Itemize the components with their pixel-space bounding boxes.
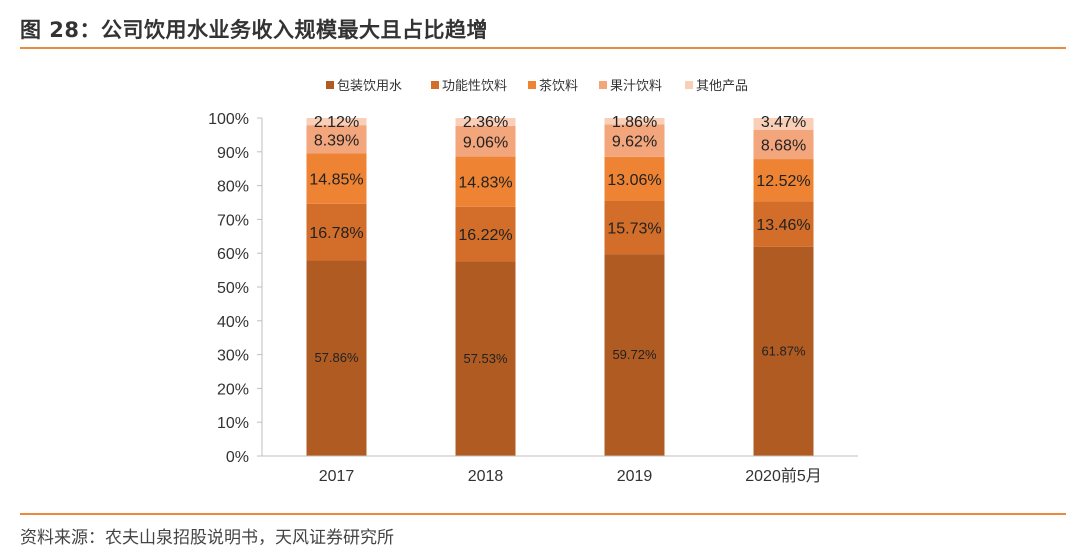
y-tick-label: 100%: [208, 111, 249, 128]
data-label: 2.36%: [463, 114, 508, 131]
data-label: 57.86%: [314, 350, 359, 365]
bar-segment: [753, 201, 814, 247]
data-label: 3.47%: [761, 114, 806, 131]
bar-segment: [306, 260, 367, 456]
bar-segment: [604, 156, 665, 201]
x-tick-label: 2019: [617, 468, 653, 485]
data-label: 8.68%: [761, 137, 806, 154]
y-tick-label: 90%: [217, 145, 249, 162]
legend-swatch: [431, 81, 439, 89]
data-label: 9.06%: [463, 134, 508, 151]
bar-segment: [455, 261, 516, 456]
bar-segment: [455, 118, 516, 126]
legend-swatch: [599, 81, 607, 89]
bar-segment: [604, 254, 665, 456]
legend-item: 包装饮用水: [326, 78, 402, 93]
y-tick-label: 50%: [217, 280, 249, 297]
data-label: 59.72%: [612, 347, 657, 362]
data-label: 14.83%: [458, 175, 512, 192]
data-label: 8.39%: [314, 132, 359, 149]
legend-item: 功能性饮料: [431, 78, 507, 93]
figure-title: 图 28：公司饮用水业务收入规模最大且占比趋增: [20, 18, 489, 42]
legend-label: 包装饮用水: [337, 78, 402, 93]
y-tick-label: 30%: [217, 348, 249, 365]
legend-label: 茶饮料: [539, 78, 578, 93]
bar-segment: [753, 129, 814, 160]
legend-label: 功能性饮料: [442, 78, 507, 93]
bar-segment: [306, 203, 367, 261]
bars-group: 57.86% 16.78% 14.85% 8.39%2.12% 57.53% 16.22%…: [306, 114, 814, 456]
y-tick-label: 60%: [217, 246, 249, 263]
data-label: 15.73%: [607, 221, 661, 238]
y-tick-label: 0%: [226, 449, 249, 466]
data-label: 12.52%: [756, 173, 810, 190]
y-tick-label: 70%: [217, 212, 249, 229]
bar-segment: [455, 206, 516, 262]
bar-segment: [753, 246, 814, 456]
data-label: 1.86%: [612, 114, 657, 131]
bar-segment: [306, 125, 367, 154]
data-label: 9.62%: [612, 134, 657, 151]
data-label: 14.85%: [309, 172, 363, 189]
data-label: 16.22%: [458, 227, 512, 244]
source-note: 资料来源：农夫山泉招股说明书，天风证券研究所: [20, 528, 394, 548]
bar-segment: [306, 118, 367, 126]
x-axis: 2017 2018 2019 2020前5月: [262, 455, 858, 485]
x-tick-label: 2017: [319, 468, 355, 485]
legend-label: 果汁饮料: [610, 78, 662, 93]
legend-swatch: [685, 81, 693, 89]
legend-item: 果汁饮料: [599, 78, 662, 93]
legend-item: 茶饮料: [528, 78, 578, 93]
data-label: 16.78%: [309, 225, 363, 242]
x-tick-label: 2018: [468, 468, 504, 485]
data-label: 13.46%: [756, 217, 810, 234]
y-axis: 0% 10% 20% 30% 40% 50% 60% 70% 80% 90% 100%: [208, 111, 263, 466]
x-tick-label: 2020前5月: [745, 467, 822, 485]
y-tick-label: 10%: [217, 415, 249, 432]
legend-item: 其他产品: [685, 78, 748, 93]
legend-swatch: [528, 81, 536, 89]
title-divider: [20, 47, 1066, 49]
bar-segment: [455, 156, 516, 207]
y-tick-label: 40%: [217, 314, 249, 331]
bar-segment: [753, 118, 814, 130]
data-label: 57.53%: [463, 351, 508, 366]
data-label: 13.06%: [607, 172, 661, 189]
data-label: 61.87%: [761, 343, 806, 358]
bar-segment: [306, 153, 367, 204]
bar-segment: [604, 118, 665, 125]
y-tick-label: 80%: [217, 179, 249, 196]
data-label: 2.12%: [314, 114, 359, 131]
bar-segment: [604, 124, 665, 157]
chart-legend: 包装饮用水 功能性饮料 茶饮料 果汁饮料 其他产品: [326, 78, 748, 93]
bar-segment: [455, 125, 516, 157]
legend-label: 其他产品: [696, 78, 748, 93]
source-divider: [20, 513, 1066, 515]
y-tick-label: 20%: [217, 381, 249, 398]
bar-segment: [604, 200, 665, 255]
legend-swatch: [326, 81, 334, 89]
bar-segment: [753, 159, 814, 202]
